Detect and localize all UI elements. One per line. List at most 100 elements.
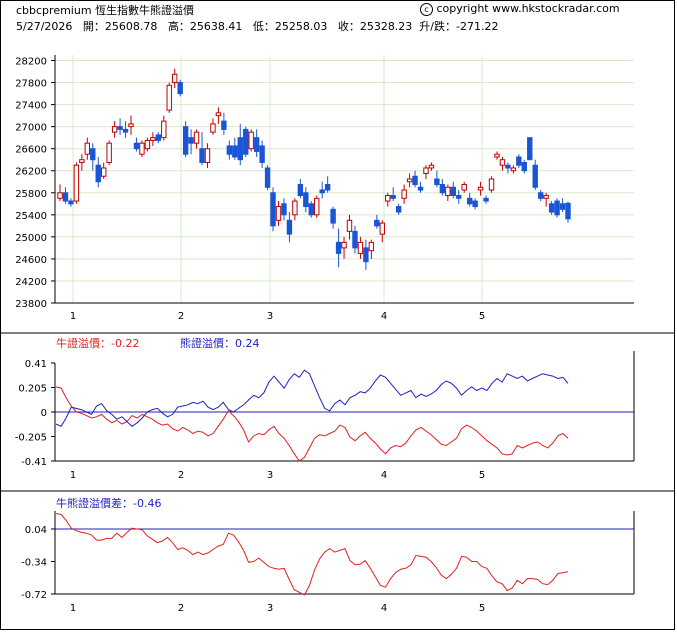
candle-body [133, 142, 140, 150]
candle-body [521, 161, 528, 172]
candle-body [352, 230, 358, 249]
x-tick-label: 2 [178, 470, 184, 481]
candle-body [155, 134, 162, 141]
candle-body [281, 203, 287, 216]
candle-body [488, 178, 495, 191]
candle-body [357, 241, 364, 254]
bear-premium-value: 0.24 [235, 337, 260, 350]
candle-body [144, 139, 151, 150]
candle-body [308, 203, 314, 216]
y-tick-label: 0.41 [25, 359, 47, 370]
candle-body [537, 192, 544, 199]
y-tick-label: 27000 [15, 123, 47, 134]
x-tick-label: 5 [479, 311, 485, 322]
diff-label: 牛熊證溢價差：-0.46 [56, 495, 161, 511]
candle-body [226, 145, 233, 155]
candle-body [363, 247, 369, 263]
candle-body [117, 126, 123, 130]
candle-body [297, 184, 304, 197]
candle-body [324, 184, 331, 191]
diff-value: -0.46 [133, 497, 162, 510]
candle-body [341, 241, 347, 249]
bear-premium-line [55, 369, 569, 427]
y-tick-label: 0.205 [18, 384, 47, 395]
candle-body [395, 206, 402, 213]
copyright: c copyright www.hkstockradar.com [420, 2, 620, 16]
candle-body [73, 164, 80, 202]
y-tick-label: 27800 [15, 79, 47, 90]
y-tick-label: -0.72 [21, 590, 47, 601]
candle-body [559, 203, 566, 210]
candle-body [390, 195, 396, 199]
y-tick-label: 23800 [15, 299, 47, 310]
candle-body [111, 126, 118, 133]
y-tick-label: -0.41 [21, 457, 47, 468]
candle-body [385, 195, 391, 202]
candle-body [314, 197, 320, 216]
candle-body [128, 123, 134, 128]
source-label: cbbcpremium [16, 4, 92, 17]
candle-body [292, 200, 298, 216]
candle-body [139, 142, 145, 155]
y-tick-label: 26600 [15, 145, 47, 156]
candle-body [466, 197, 473, 205]
x-tick-label: 1 [70, 470, 76, 481]
candle-body [548, 203, 555, 213]
candle-body [554, 200, 560, 216]
candle-body [330, 208, 336, 224]
candle-body [286, 219, 293, 235]
candle-body [494, 153, 500, 158]
candle-body [368, 241, 375, 252]
x-tick-label: 3 [267, 311, 273, 322]
candle-body [100, 167, 107, 177]
candle-body [406, 178, 413, 183]
candle-body [182, 126, 189, 155]
candle-body [210, 123, 216, 133]
candle-body [232, 145, 238, 158]
y-tick-label: 0 [41, 408, 47, 419]
candle-body [193, 131, 200, 144]
x-tick-label: 4 [381, 603, 387, 614]
y-tick-label: 24200 [15, 277, 47, 288]
x-tick-label: 5 [479, 470, 485, 481]
diff-caption: 牛熊證溢價差： [56, 497, 133, 510]
candle-body [172, 73, 178, 84]
bull-premium-line [55, 386, 569, 462]
candle-body [275, 206, 282, 221]
candle-body [248, 131, 254, 150]
candle-body [527, 137, 533, 161]
candle-body [417, 186, 424, 191]
candle-body [106, 142, 112, 163]
y-tick-label: 25400 [15, 211, 47, 222]
candle-body [516, 156, 522, 166]
x-tick-label: 3 [267, 603, 273, 614]
y-tick-label: 25000 [15, 233, 47, 244]
candle-body [456, 195, 462, 199]
x-tick-label: 1 [70, 603, 76, 614]
candle-body [237, 137, 243, 161]
candle-body [166, 84, 172, 111]
candle-body [499, 159, 506, 166]
x-tick-label: 5 [479, 603, 485, 614]
candle-body [505, 164, 511, 169]
candle-body [434, 178, 440, 186]
x-tick-label: 4 [381, 470, 387, 481]
x-tick-label: 1 [70, 311, 76, 322]
candle-body [243, 128, 249, 155]
candle-body [270, 192, 276, 227]
y-tick-label: 27400 [15, 101, 47, 112]
candle-body [565, 202, 571, 220]
y-tick-label: 24600 [15, 255, 47, 266]
y-tick-label: 25800 [15, 189, 47, 200]
candle-body [543, 195, 549, 199]
candle-body [319, 189, 325, 194]
candle-body [346, 219, 353, 232]
candle-body [445, 186, 451, 197]
y-tick-label: 26200 [15, 167, 47, 178]
candle-body [428, 164, 435, 169]
y-tick-label: -0.205 [15, 433, 47, 444]
candle-body [150, 137, 156, 141]
bull-premium-label: 牛證溢價：-0.22 [56, 335, 139, 351]
candle-body [439, 184, 446, 194]
candle-body [264, 167, 271, 188]
